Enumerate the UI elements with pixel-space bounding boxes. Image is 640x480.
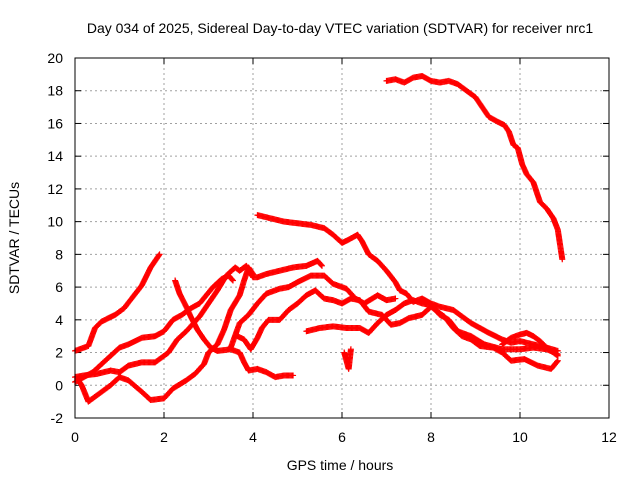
data-point (229, 277, 236, 284)
x-tick-label: 2 (160, 429, 168, 445)
y-tick-label: 6 (55, 279, 63, 295)
x-tick-label: 8 (427, 429, 435, 445)
y-tick-label: 4 (55, 312, 63, 328)
data-point (347, 346, 354, 353)
x-axis-label: GPS time / hours (287, 457, 394, 473)
y-axis-label: SDTVAR / TECUs (6, 182, 22, 294)
y-tick-label: 12 (47, 181, 63, 197)
series-track-5 (172, 277, 297, 381)
data-point (554, 352, 561, 359)
series-track-6 (227, 272, 399, 351)
y-tick-label: -2 (51, 410, 64, 426)
y-tick-label: 8 (55, 246, 63, 262)
y-tick-label: 16 (47, 115, 63, 131)
y-tick-label: 0 (55, 377, 63, 393)
series-track-4 (74, 264, 256, 405)
data-point (155, 252, 162, 259)
series-track-12 (383, 73, 566, 263)
y-tick-label: 18 (47, 83, 63, 99)
x-tick-label: 6 (338, 429, 346, 445)
x-tick-label: 0 (71, 429, 79, 445)
data-point (229, 276, 236, 283)
y-tick-label: 20 (47, 50, 63, 66)
data-point (318, 262, 325, 269)
data-point (249, 270, 256, 277)
x-tick-label: 12 (601, 429, 617, 445)
data-point (318, 262, 325, 268)
plot-frame (74, 57, 610, 419)
series-track-11 (341, 346, 354, 372)
series-track-10 (499, 329, 561, 359)
y-tick-label: 14 (47, 148, 63, 164)
axis-ticks: 0 2 4 6 8 10 12 -2 0 2 4 6 8 10 12 14 16 18 20 (47, 50, 617, 445)
series-track-3 (72, 257, 325, 381)
data-point (554, 358, 561, 365)
x-tick-label: 4 (249, 429, 257, 445)
data-point (392, 295, 399, 302)
data-marks (72, 73, 566, 405)
x-tick-label: 10 (512, 429, 528, 445)
data-point (290, 372, 297, 379)
series-track-7 (234, 287, 561, 372)
data-point (559, 256, 566, 263)
chart-title: Day 034 of 2025, Sidereal Day-to-day VTE… (87, 20, 593, 36)
series-track-8 (303, 297, 561, 358)
y-tick-label: 2 (55, 345, 63, 361)
data-point (156, 251, 163, 258)
y-tick-label: 10 (47, 214, 63, 230)
series-track-1 (72, 251, 163, 354)
data-point (250, 271, 256, 277)
data-point (553, 352, 560, 359)
